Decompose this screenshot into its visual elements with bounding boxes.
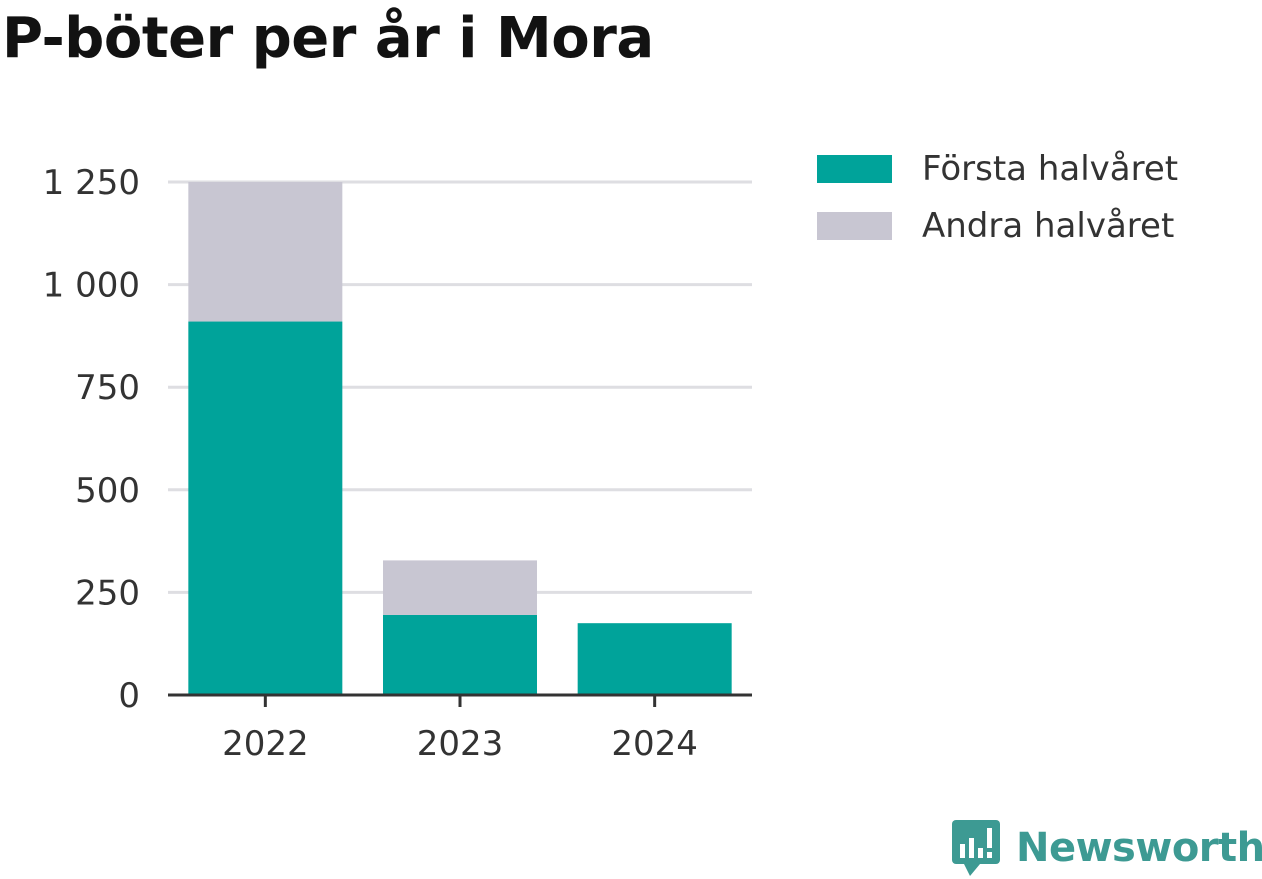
- x-tick-label: 2024: [611, 724, 698, 764]
- bars: [188, 182, 732, 695]
- y-tick-label: 1 250: [43, 163, 140, 203]
- x-tick-label: 2023: [417, 724, 504, 764]
- legend-swatch-first-half: [817, 154, 892, 183]
- legend-label-first-half: Första halvåret: [922, 148, 1179, 189]
- y-tick-label: 500: [75, 471, 140, 511]
- bar-2024-series-0: [577, 623, 732, 695]
- legend: Första halvåret Andra halvåret: [817, 140, 1178, 254]
- brand-label: Newsworthy: [1016, 825, 1262, 871]
- newsworthy-brand[interactable]: Newsworthy: [950, 818, 1262, 878]
- bar-2023-series-1: [383, 560, 537, 615]
- x-axis-ticks: 2022 2023 2024: [222, 695, 698, 764]
- y-tick-label: 750: [75, 368, 140, 408]
- y-axis-ticks: 0 250 500 750 1 000 1 250: [43, 163, 140, 716]
- legend-item-second-half: Andra halvåret: [817, 197, 1178, 254]
- newsworthy-logo-icon: [952, 820, 1000, 876]
- legend-item-first-half: Första halvåret: [817, 140, 1178, 197]
- bar-2023-series-0: [383, 614, 537, 695]
- x-tick-label: 2022: [222, 724, 309, 764]
- y-tick-label: 250: [75, 573, 140, 613]
- legend-swatch-second-half: [817, 211, 892, 240]
- bar-2022-series-0: [188, 321, 343, 695]
- legend-label-second-half: Andra halvåret: [922, 205, 1175, 246]
- y-tick-label: 0: [118, 676, 140, 716]
- bar-2022-series-1: [188, 182, 343, 322]
- y-tick-label: 1 000: [43, 266, 140, 306]
- chart-title: P-böter per år i Mora: [2, 6, 654, 71]
